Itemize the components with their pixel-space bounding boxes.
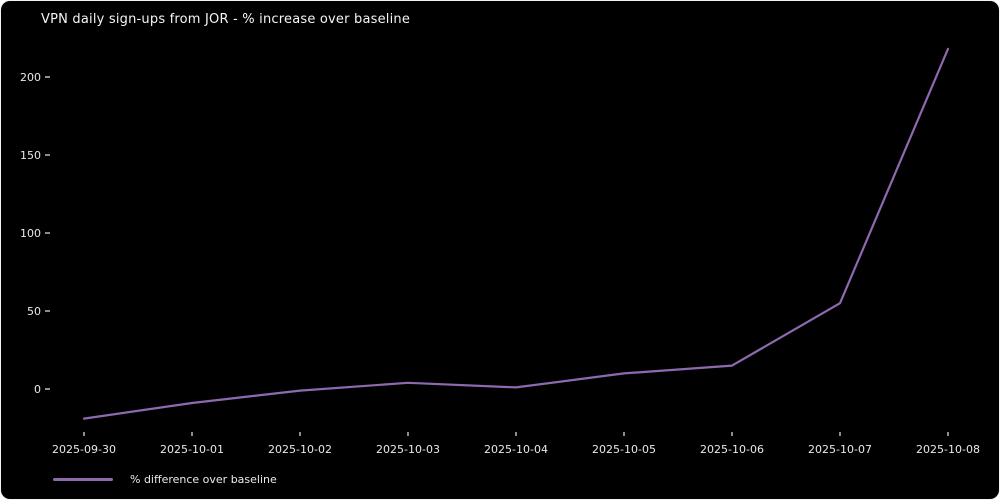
x-tick-label: 2025-10-01 xyxy=(160,443,224,456)
x-tick-label: 2025-09-30 xyxy=(52,443,116,456)
x-tick-label: 2025-10-04 xyxy=(484,443,548,456)
legend: % difference over baseline xyxy=(53,473,277,486)
x-tick-label: 2025-10-03 xyxy=(376,443,440,456)
y-tick-label: 100 xyxy=(20,227,41,240)
series-line xyxy=(82,47,950,420)
y-tick-label: 150 xyxy=(20,149,41,162)
y-tick-label: 50 xyxy=(27,305,41,318)
x-tick-label: 2025-10-06 xyxy=(700,443,764,456)
x-tick-label: 2025-10-07 xyxy=(808,443,872,456)
x-tick-label: 2025-10-05 xyxy=(592,443,656,456)
legend-label: % difference over baseline xyxy=(130,473,277,486)
y-tick-label: 0 xyxy=(34,383,41,396)
x-tick-label: 2025-10-02 xyxy=(268,443,332,456)
x-tick-label: 2025-10-08 xyxy=(916,443,980,456)
chart-title: VPN daily sign-ups from JOR - % increase… xyxy=(41,12,411,27)
y-tick-label: 200 xyxy=(20,71,41,84)
legend-line-swatch xyxy=(53,478,113,481)
